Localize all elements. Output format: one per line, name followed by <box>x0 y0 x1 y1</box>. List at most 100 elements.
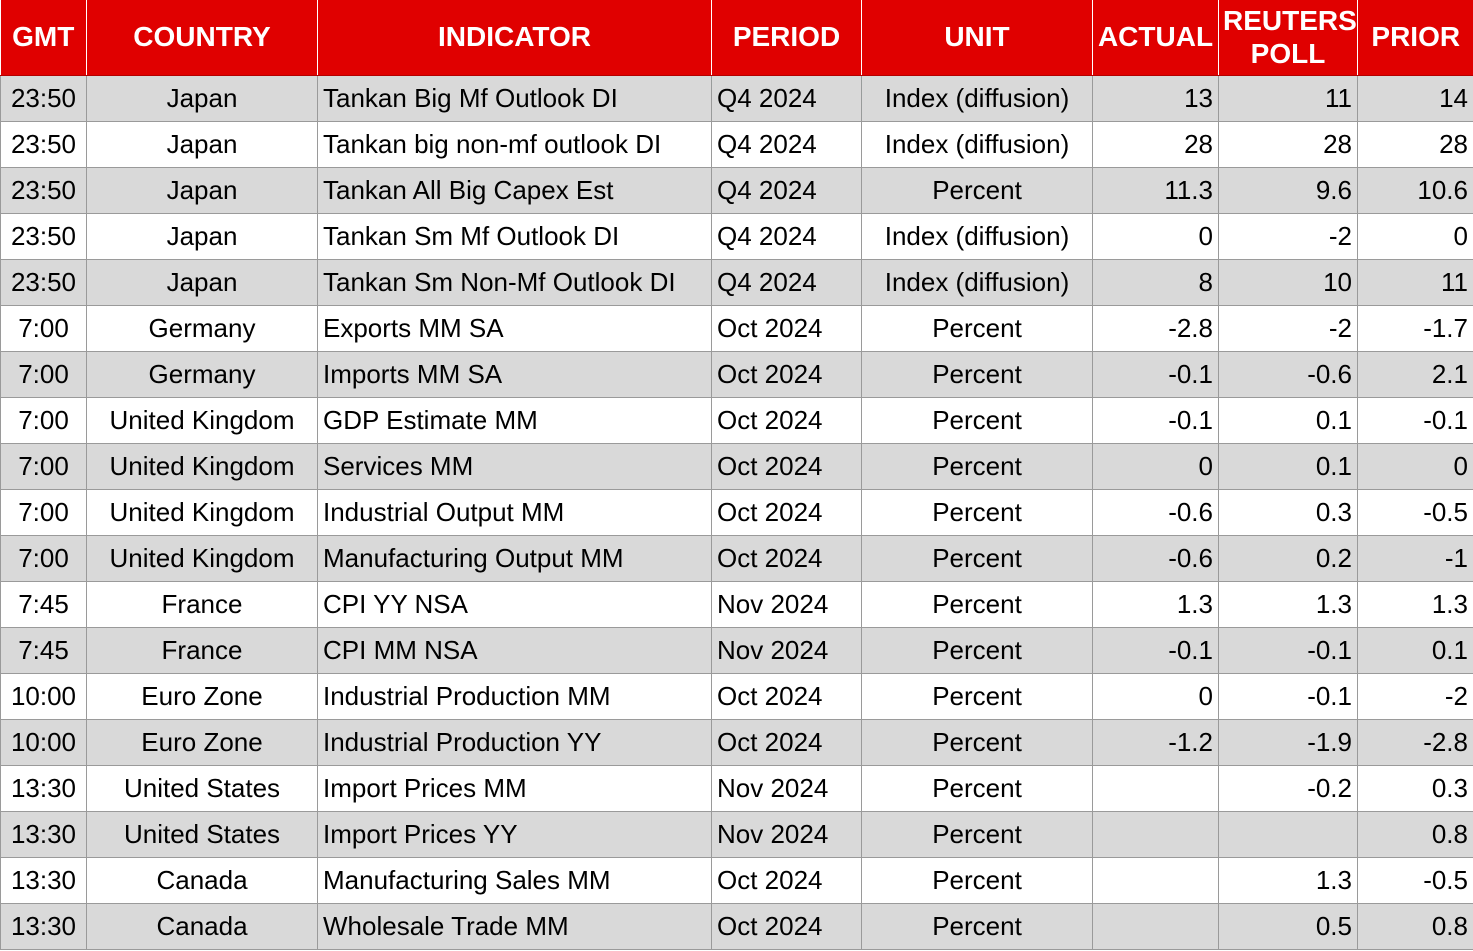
cell-poll: -0.1 <box>1218 673 1358 720</box>
table-row: 23:50 Japan Tankan Sm Non-Mf Outlook DI Q4 … <box>0 259 1473 306</box>
cell-gmt: 13:30 <box>0 903 87 950</box>
cell-country: United Kingdom <box>86 397 318 444</box>
cell-unit: Percent <box>861 765 1093 812</box>
cell-period: Oct 2024 <box>711 489 862 536</box>
cell-indicator: Imports MM SA <box>317 351 712 398</box>
cell-actual: -1.2 <box>1092 719 1219 766</box>
cell-unit: Percent <box>861 489 1093 536</box>
cell-gmt: 23:50 <box>0 259 87 306</box>
cell-poll: 0.1 <box>1218 443 1358 490</box>
cell-poll: 0.2 <box>1218 535 1358 582</box>
cell-actual: 11.3 <box>1092 167 1219 214</box>
cell-indicator: Wholesale Trade MM <box>317 903 712 950</box>
cell-indicator: Tankan Big Mf Outlook DI <box>317 75 712 122</box>
cell-country: Japan <box>86 167 318 214</box>
cell-country: United Kingdom <box>86 443 318 490</box>
cell-unit: Percent <box>861 305 1093 352</box>
cell-actual: 0 <box>1092 673 1219 720</box>
table-row: 13:30 United States Import Prices YY Nov 20… <box>0 811 1473 858</box>
cell-actual: 0 <box>1092 443 1219 490</box>
cell-unit: Percent <box>861 903 1093 950</box>
cell-period: Oct 2024 <box>711 673 862 720</box>
cell-period: Oct 2024 <box>711 351 862 398</box>
cell-period: Oct 2024 <box>711 305 862 352</box>
cell-indicator: CPI MM NSA <box>317 627 712 674</box>
cell-indicator: Manufacturing Output MM <box>317 535 712 582</box>
cell-period: Nov 2024 <box>711 581 862 628</box>
cell-prior: -1.7 <box>1357 305 1473 352</box>
cell-prior: 0.8 <box>1357 903 1473 950</box>
cell-prior: 0.8 <box>1357 811 1473 858</box>
cell-period: Q4 2024 <box>711 121 862 168</box>
cell-indicator: Tankan Sm Mf Outlook DI <box>317 213 712 260</box>
cell-country: United Kingdom <box>86 535 318 582</box>
cell-actual: 13 <box>1092 75 1219 122</box>
table-row: 7:45 France CPI YY NSA Nov 2024 Percent 1.3 1.… <box>0 581 1473 628</box>
cell-actual <box>1092 811 1219 858</box>
cell-prior: 14 <box>1357 75 1473 122</box>
cell-gmt: 7:00 <box>0 489 87 536</box>
cell-indicator: GDP Estimate MM <box>317 397 712 444</box>
cell-period: Q4 2024 <box>711 75 862 122</box>
cell-indicator: Manufacturing Sales MM <box>317 857 712 904</box>
cell-poll: 10 <box>1218 259 1358 306</box>
cell-actual: 0 <box>1092 213 1219 260</box>
cell-actual: 28 <box>1092 121 1219 168</box>
cell-actual: -0.1 <box>1092 627 1219 674</box>
header-gmt: GMT <box>0 0 87 76</box>
cell-prior: -0.5 <box>1357 489 1473 536</box>
cell-unit: Percent <box>861 535 1093 582</box>
cell-prior: -0.5 <box>1357 857 1473 904</box>
cell-prior: 28 <box>1357 121 1473 168</box>
cell-country: United Kingdom <box>86 489 318 536</box>
cell-prior: -2 <box>1357 673 1473 720</box>
cell-country: Japan <box>86 259 318 306</box>
cell-indicator: Import Prices MM <box>317 765 712 812</box>
cell-indicator: Exports MM SA <box>317 305 712 352</box>
cell-poll: 9.6 <box>1218 167 1358 214</box>
cell-prior: -1 <box>1357 535 1473 582</box>
cell-prior: 1.3 <box>1357 581 1473 628</box>
cell-gmt: 23:50 <box>0 75 87 122</box>
cell-actual: -0.1 <box>1092 351 1219 398</box>
cell-poll: -2 <box>1218 213 1358 260</box>
table-row: 23:50 Japan Tankan All Big Capex Est Q4 202… <box>0 167 1473 214</box>
cell-indicator: Industrial Production YY <box>317 719 712 766</box>
cell-period: Oct 2024 <box>711 857 862 904</box>
cell-period: Oct 2024 <box>711 397 862 444</box>
cell-indicator: Industrial Output MM <box>317 489 712 536</box>
cell-prior: -0.1 <box>1357 397 1473 444</box>
cell-country: Canada <box>86 903 318 950</box>
cell-period: Oct 2024 <box>711 719 862 766</box>
table-row: 13:30 United States Import Prices MM Nov 20… <box>0 765 1473 812</box>
cell-prior: -2.8 <box>1357 719 1473 766</box>
cell-country: Canada <box>86 857 318 904</box>
table-row: 7:45 France CPI MM NSA Nov 2024 Percent -0.1-… <box>0 627 1473 674</box>
cell-period: Nov 2024 <box>711 627 862 674</box>
cell-gmt: 10:00 <box>0 673 87 720</box>
cell-poll: 0.1 <box>1218 397 1358 444</box>
cell-gmt: 13:30 <box>0 857 87 904</box>
cell-actual: -0.6 <box>1092 535 1219 582</box>
cell-gmt: 7:00 <box>0 351 87 398</box>
cell-unit: Percent <box>861 351 1093 398</box>
cell-indicator: Import Prices YY <box>317 811 712 858</box>
header-reuters-poll-line2: POLL <box>1250 37 1326 69</box>
cell-prior: 10.6 <box>1357 167 1473 214</box>
cell-period: Q4 2024 <box>711 213 862 260</box>
cell-indicator: Tankan Sm Non-Mf Outlook DI <box>317 259 712 306</box>
cell-actual: -2.8 <box>1092 305 1219 352</box>
cell-poll: -0.2 <box>1218 765 1358 812</box>
cell-unit: Index (diffusion) <box>861 121 1093 168</box>
cell-gmt: 7:45 <box>0 627 87 674</box>
table-body: 23:50 Japan Tankan Big Mf Outlook DI Q4 202… <box>0 75 1473 950</box>
cell-country: Euro Zone <box>86 719 318 766</box>
header-actual: ACTUAL <box>1092 0 1219 76</box>
cell-poll: 28 <box>1218 121 1358 168</box>
cell-actual <box>1092 765 1219 812</box>
cell-poll: -2 <box>1218 305 1358 352</box>
header-period: PERIOD <box>711 0 862 76</box>
cell-unit: Percent <box>861 857 1093 904</box>
cell-unit: Index (diffusion) <box>861 259 1093 306</box>
table-row: 7:00 Germany Imports MM SA Oct 2024 Percent -… <box>0 351 1473 398</box>
